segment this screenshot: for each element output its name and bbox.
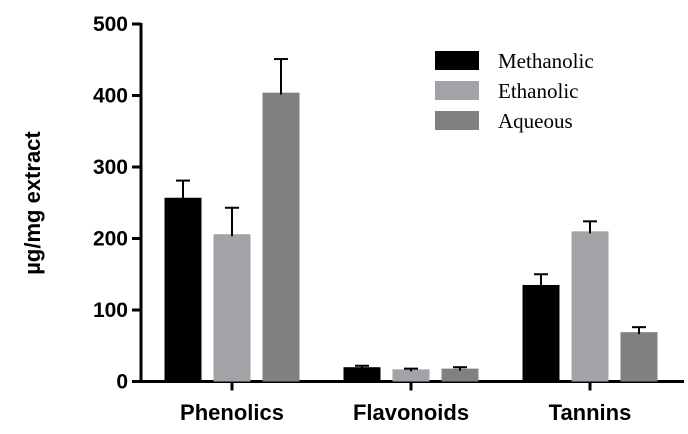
legend-label: Methanolic bbox=[498, 49, 594, 73]
bar-methanolic-flavonoids bbox=[343, 367, 381, 382]
y-tick-label: 200 bbox=[93, 228, 128, 251]
bar-methanolic-phenolics bbox=[164, 197, 202, 382]
bar-ethanolic-tannins bbox=[571, 231, 609, 382]
bar-aqueous-phenolics bbox=[262, 92, 300, 382]
x-tick-label: Tannins bbox=[549, 400, 632, 425]
bar-methanolic-tannins bbox=[522, 284, 560, 382]
y-tick-label: 0 bbox=[116, 371, 128, 394]
y-tick-label: 100 bbox=[93, 299, 128, 322]
legend-swatch-aqueous bbox=[435, 111, 479, 130]
bar-ethanolic-phenolics bbox=[213, 234, 251, 382]
y-tick-label: 300 bbox=[93, 156, 128, 179]
y-tick-label: 500 bbox=[93, 13, 128, 36]
bar-aqueous-flavonoids bbox=[441, 368, 479, 382]
legend-swatch-ethanolic bbox=[435, 81, 479, 100]
bar-ethanolic-flavonoids bbox=[392, 369, 430, 382]
y-axis-label: µg/mg extract bbox=[20, 131, 45, 275]
x-tick-label: Flavonoids bbox=[353, 400, 469, 425]
legend-swatch-methanolic bbox=[435, 51, 479, 70]
bar-aqueous-tannins bbox=[620, 332, 658, 382]
x-tick-label: Phenolics bbox=[180, 400, 284, 425]
y-tick-label: 400 bbox=[93, 85, 128, 108]
legend-label: Ethanolic bbox=[498, 79, 578, 103]
legend-label: Aqueous bbox=[498, 109, 573, 133]
